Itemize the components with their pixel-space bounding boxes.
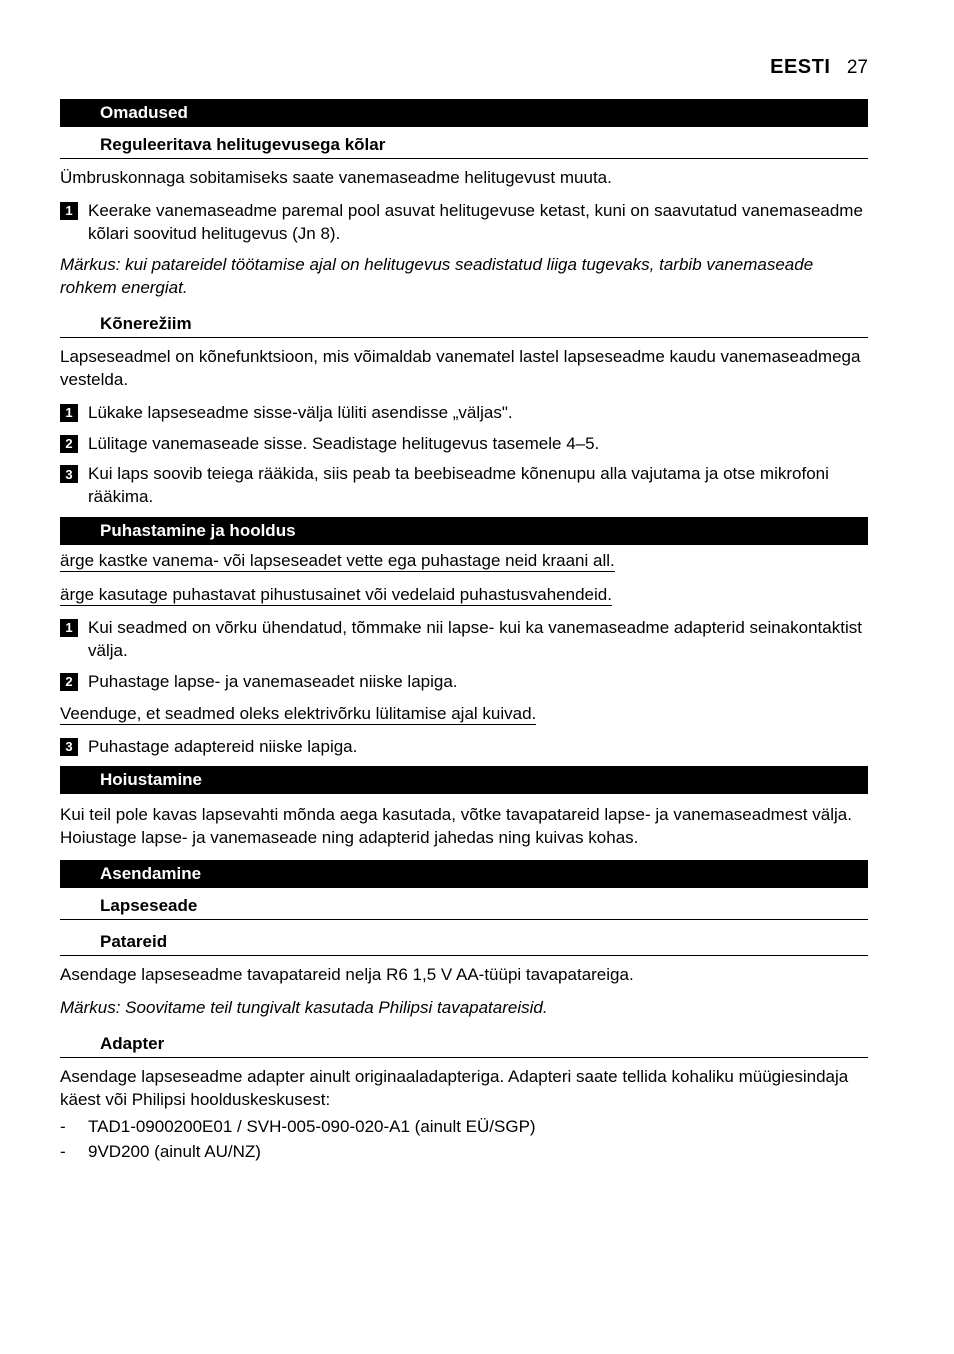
step-item: 1 Keerake vanemaseadme paremal pool asuv…: [60, 200, 868, 246]
dash-marker: -: [60, 1141, 88, 1164]
text-asendage-adapter: Asendage lapseseadme adapter ainult orig…: [60, 1066, 868, 1112]
step-number-box: 2: [60, 673, 78, 691]
step-item: 3 Puhastage adaptereid niiske lapiga.: [60, 736, 868, 759]
page-header: EESTI 27: [60, 56, 868, 79]
text-lapseseadmel: Lapseseadmel on kõnefunktsioon, mis võim…: [60, 346, 868, 392]
subheading-adapter: Adapter: [60, 1030, 868, 1058]
text-hoiustamine: Kui teil pole kavas lapsevahti mõnda aeg…: [60, 804, 868, 850]
subheading-kolar: Reguleeritava helitugevusega kõlar: [60, 131, 868, 159]
heading-hoiustamine: Hoiustamine: [60, 766, 868, 794]
step-number-box: 3: [60, 465, 78, 483]
warning-span: ärge kasutage puhastavat pihustusainet v…: [60, 585, 612, 606]
step-text: Kui seadmed on võrku ühendatud, tõmmake …: [88, 617, 868, 663]
step-number-box: 2: [60, 435, 78, 453]
warning-span: Veenduge, et seadmed oleks elektrivõrku …: [60, 704, 536, 725]
dash-item: - 9VD200 (ainult AU/NZ): [60, 1141, 868, 1164]
header-page-number: 27: [847, 57, 868, 79]
step-item: 3 Kui laps soovib teiega rääkida, siis p…: [60, 463, 868, 509]
step-item: 2 Puhastage lapse- ja vanemaseadet niisk…: [60, 671, 868, 694]
step-text: Kui laps soovib teiega rääkida, siis pea…: [88, 463, 868, 509]
warning-span: ärge kastke vanema- või lapseseadet vett…: [60, 551, 615, 572]
dash-list: - TAD1-0900200E01 / SVH-005-090-020-A1 (…: [60, 1116, 868, 1164]
step-text: Lülitage vanemaseade sisse. Seadistage h…: [88, 433, 868, 456]
dash-text: TAD1-0900200E01 / SVH-005-090-020-A1 (ai…: [88, 1116, 536, 1139]
step-number-box: 1: [60, 404, 78, 422]
subheading-patareid: Patareid: [60, 928, 868, 956]
step-number-box: 1: [60, 619, 78, 637]
note-text: Märkus: Soovitame teil tungivalt kasutad…: [60, 997, 868, 1020]
warning-text: ärge kastke vanema- või lapseseadet vett…: [60, 549, 868, 573]
heading-omadused: Omadused: [60, 99, 868, 127]
step-text: Lükake lapseseadme sisse-välja lüliti as…: [88, 402, 868, 425]
dash-item: - TAD1-0900200E01 / SVH-005-090-020-A1 (…: [60, 1116, 868, 1139]
step-number-box: 3: [60, 738, 78, 756]
warning-text: Veenduge, et seadmed oleks elektrivõrku …: [60, 702, 868, 726]
heading-puhastamine: Puhastamine ja hooldus: [60, 517, 868, 545]
step-item: 1 Kui seadmed on võrku ühendatud, tõmmak…: [60, 617, 868, 663]
dash-marker: -: [60, 1116, 88, 1139]
document-page: EESTI 27 Omadused Reguleeritava helituge…: [0, 0, 954, 1226]
subheading-lapseseade: Lapseseade: [60, 892, 868, 920]
subheading-konerezim: Kõnerežiim: [60, 310, 868, 338]
step-item: 2 Lülitage vanemaseade sisse. Seadistage…: [60, 433, 868, 456]
header-language: EESTI: [770, 56, 830, 79]
note-text: Märkus: kui patareidel töötamise ajal on…: [60, 254, 868, 300]
text-asendage-patareid: Asendage lapseseadme tavapatareid nelja …: [60, 964, 868, 987]
warning-text: ärge kasutage puhastavat pihustusainet v…: [60, 583, 868, 607]
heading-asendamine: Asendamine: [60, 860, 868, 888]
step-text: Puhastage lapse- ja vanemaseadet niiske …: [88, 671, 868, 694]
step-text: Keerake vanemaseadme paremal pool asuvat…: [88, 200, 868, 246]
dash-text: 9VD200 (ainult AU/NZ): [88, 1141, 261, 1164]
step-text: Puhastage adaptereid niiske lapiga.: [88, 736, 868, 759]
step-item: 1 Lükake lapseseadme sisse-välja lüliti …: [60, 402, 868, 425]
step-number-box: 1: [60, 202, 78, 220]
text-umbruskonnaga: Ümbruskonnaga sobitamiseks saate vanemas…: [60, 167, 868, 190]
